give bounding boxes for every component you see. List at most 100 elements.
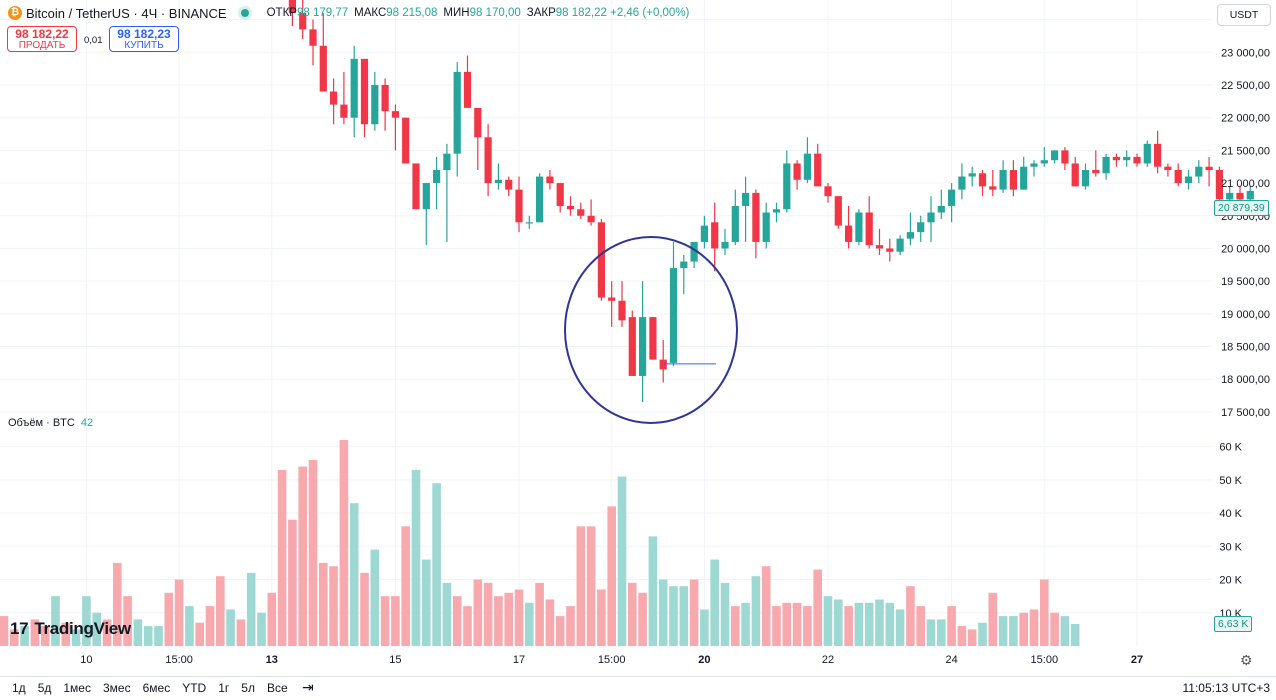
symbol-title[interactable]: Bitcoin / TetherUS · 4Ч · BINANCE (26, 5, 227, 21)
candle-body (865, 212, 873, 246)
candle (391, 104, 399, 151)
tradingview-logo[interactable]: 17 TradingView (10, 619, 131, 639)
candle-body (463, 71, 472, 108)
sell-price: 98 182,22 (15, 27, 69, 41)
sell-button[interactable]: 98 182,22 ПРОДАТЬ (7, 26, 77, 52)
candle (1009, 160, 1017, 197)
candle-body (443, 153, 451, 170)
volume-bar (947, 606, 956, 646)
volume-bar (751, 576, 761, 646)
volume-bar (720, 582, 730, 646)
candle-body (824, 186, 832, 197)
clock[interactable]: 11:05:13 UTC+3 (1182, 681, 1271, 695)
volume-bar (133, 619, 143, 646)
volume-pane (0, 439, 1080, 646)
range-button[interactable]: YTD (182, 681, 207, 695)
ohlc-key: ЗАКР (526, 7, 556, 19)
candle (690, 241, 698, 269)
candle (309, 19, 317, 66)
candle-body (659, 359, 667, 370)
range-button[interactable]: 1д (12, 681, 26, 695)
volume-bar (545, 599, 555, 646)
candle (989, 170, 997, 197)
currency-selector[interactable]: USDT (1217, 4, 1271, 26)
candle (1123, 150, 1131, 167)
range-button[interactable]: 1г (218, 681, 230, 695)
volume-bar (195, 622, 204, 646)
price-tick-label: 21 500,00 (1221, 145, 1270, 157)
range-button[interactable]: 5д (37, 681, 52, 695)
candle-body (577, 209, 585, 216)
volume-label: Объём · BTC (8, 417, 75, 429)
buy-button[interactable]: 98 182,23 КУПИТЬ (109, 26, 179, 52)
range-button[interactable]: 5л (241, 681, 255, 695)
volume-bar (854, 602, 864, 646)
candle (1174, 163, 1182, 187)
candle-body (288, 0, 296, 14)
volume-bar (566, 606, 575, 646)
candle-body (845, 225, 853, 242)
candle-body (999, 170, 1007, 190)
candle-body (340, 104, 348, 118)
volume-bar (277, 469, 287, 646)
candle (474, 107, 482, 170)
volume-bar (205, 606, 215, 646)
volume-bar (30, 619, 40, 646)
symbol-header: ₿ Bitcoin / TetherUS · 4Ч · BINANCE ОТКР… (8, 4, 689, 22)
logo-text: TradingView (34, 619, 131, 638)
candle-body (515, 189, 523, 223)
candle-body (1246, 190, 1254, 200)
volume-bar (916, 606, 925, 646)
candle (958, 163, 966, 200)
chart-grid (0, 0, 1212, 646)
settings-gear-icon[interactable]: ⚙ (1240, 652, 1253, 668)
candle (330, 78, 338, 125)
volume-bar (906, 586, 915, 646)
volume-bar (483, 582, 493, 646)
range-button[interactable]: 6мес (142, 681, 171, 695)
time-tick-label: 15:00 (598, 654, 626, 666)
candle (948, 183, 956, 223)
candle (453, 62, 461, 177)
time-axis[interactable]: 10 15:00 13 15 17 15:00 20 22 24 15:00 27 (80, 654, 1143, 666)
candle (597, 219, 605, 301)
candle-body (391, 111, 399, 118)
volume-bar (370, 549, 380, 646)
candle-body (309, 29, 317, 46)
volume-bar (741, 602, 750, 646)
candle-body (319, 45, 327, 92)
volume-bar (988, 592, 998, 646)
candle-body (762, 212, 770, 242)
candle-body (978, 173, 987, 187)
volume-bar (216, 576, 225, 646)
candle (742, 176, 750, 242)
ohlc-value: 98 215,08 (386, 7, 438, 19)
candle (494, 163, 502, 190)
time-tick-label: 15 (389, 654, 401, 666)
candle (577, 202, 585, 220)
candle-body (1092, 170, 1100, 174)
candle-body (917, 222, 925, 233)
candle (618, 281, 626, 327)
candle-body (608, 297, 616, 301)
price-tick-label: 20 000,00 (1221, 243, 1270, 255)
candle (783, 150, 791, 213)
candle (875, 228, 884, 255)
volume-bar (967, 629, 977, 646)
volume-legend[interactable]: Объём · BTC 42 (8, 417, 93, 429)
range-button[interactable]: 3мес (102, 681, 131, 695)
candle-body (587, 215, 595, 223)
time-tick-label: 27 (1131, 654, 1143, 666)
volume-bar (937, 619, 946, 646)
volume-bar (329, 566, 338, 646)
candle (299, 0, 307, 40)
ohlc-values: ОТКР 98 179,77 МАКС 98 215,08 МИН 98 170,00 ЗА… (261, 7, 690, 19)
calendar-goto-icon[interactable]: ⇥ (302, 679, 314, 695)
price-tick-label: 19 500,00 (1221, 276, 1270, 288)
volume-bar (174, 579, 184, 646)
candle (752, 189, 760, 259)
range-button[interactable]: 1мес (63, 681, 91, 695)
range-button[interactable]: Все (266, 681, 288, 695)
